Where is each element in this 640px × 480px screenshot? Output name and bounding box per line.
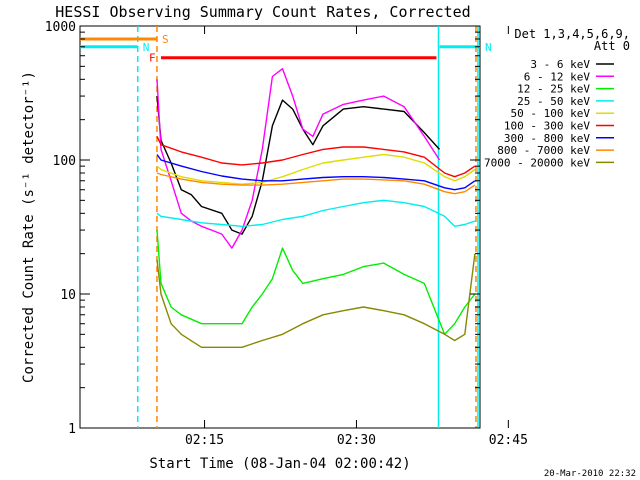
- y-axis-label: Corrected Count Rate (s⁻¹ detector⁻¹): [21, 71, 37, 383]
- chart-title: HESSI Observing Summary Count Rates, Cor…: [55, 3, 470, 21]
- x-tick-label: 02:15: [185, 433, 224, 448]
- series-line-7: [156, 154, 476, 191]
- legend-label-7: 300 - 800 keV: [504, 132, 590, 145]
- flag-label-4: F: [149, 52, 156, 65]
- legend-label-1: 3 - 6 keV: [530, 58, 590, 71]
- y-tick-label: 10: [60, 288, 76, 303]
- series-line-1: [156, 96, 441, 235]
- series-line-9: [156, 253, 476, 348]
- x-tick-label: 02:45: [489, 433, 528, 448]
- footer-date: 20-Mar-2010 22:32: [544, 469, 636, 479]
- series-line-5: [156, 153, 476, 185]
- series-line-4: [156, 199, 476, 228]
- flag-label-1: S: [162, 33, 169, 46]
- series-line-2: [156, 67, 441, 249]
- y-tick-label: 1: [68, 422, 76, 437]
- x-axis-label: Start Time (08-Jan-04 02:00:42): [149, 456, 410, 472]
- legend-header-line-1: Det 1,3,4,5,6,9,: [514, 27, 630, 41]
- series-line-8: [156, 172, 476, 195]
- legend-label-6: 100 - 300 keV: [504, 120, 590, 133]
- legend-label-8: 800 - 7000 keV: [497, 144, 590, 157]
- legend-label-3: 12 - 25 keV: [517, 83, 590, 96]
- legend-label-5: 50 - 100 keV: [511, 107, 591, 120]
- series-lines: [156, 67, 476, 348]
- series-line-3: [156, 230, 476, 335]
- marker-lines: [136, 26, 479, 428]
- y-axis: 1 10 100 1000: [45, 20, 480, 437]
- legend-label-2: 6 - 12 keV: [524, 70, 591, 83]
- x-tick-label: 02:30: [337, 433, 376, 448]
- legend-label-4: 25 - 50 keV: [517, 95, 590, 108]
- y-tick-label: 100: [53, 154, 76, 169]
- legend-header-line-2: Att 0: [594, 39, 630, 53]
- y-tick-label: 1000: [45, 20, 76, 35]
- flag-label-2: N: [143, 41, 150, 54]
- flag-label-3: N: [485, 41, 492, 54]
- series-line-6: [156, 136, 476, 178]
- legend-label-9: 7000 - 20000 keV: [484, 156, 590, 169]
- flag-bars: SN NF: [80, 33, 492, 65]
- plot-frame: [79, 25, 481, 429]
